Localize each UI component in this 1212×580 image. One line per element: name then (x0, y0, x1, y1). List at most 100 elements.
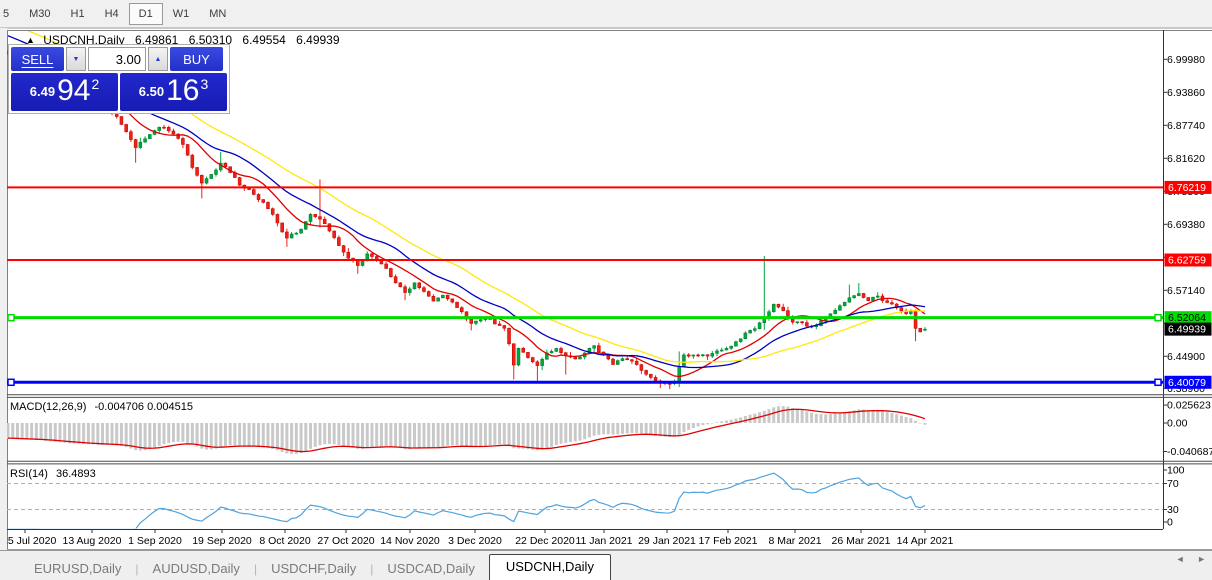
buy-price-small: 6.50 (138, 84, 165, 99)
svg-text:6.44900: 6.44900 (1167, 351, 1205, 363)
volume-down-button[interactable]: ▼ (66, 47, 86, 71)
svg-text:6.76219: 6.76219 (1168, 182, 1206, 194)
svg-text:11 Jan 2021: 11 Jan 2021 (575, 535, 632, 547)
svg-text:17 Feb 2021: 17 Feb 2021 (699, 535, 758, 547)
timeframe-button-5[interactable]: 5 (3, 7, 10, 20)
rsi-pane (7, 472, 1163, 529)
svg-text:-0.040687: -0.040687 (1167, 446, 1212, 458)
svg-text:3 Dec 2020: 3 Dec 2020 (448, 535, 502, 547)
sell-button[interactable]: SELL (11, 47, 64, 71)
svg-text:19 Sep 2020: 19 Sep 2020 (192, 535, 252, 547)
macd-indicator-header: MACD(12,26,9) -0.004706 0.004515 (10, 401, 198, 413)
svg-text:6.93860: 6.93860 (1167, 87, 1205, 99)
current-price-badge: 6.49939 (1164, 322, 1212, 336)
chart-frame (0, 28, 1212, 550)
chart-tab-usdchf[interactable]: USDCHF,Daily (271, 561, 357, 576)
svg-text:100: 100 (1167, 465, 1185, 477)
hline-handle[interactable] (7, 378, 15, 387)
timeframe-button-mn[interactable]: MN (209, 7, 227, 20)
ma-line-20 (7, 35, 926, 369)
macd-pane (7, 406, 927, 454)
tab-separator: | (370, 562, 374, 576)
svg-text:8 Mar 2021: 8 Mar 2021 (768, 535, 821, 547)
svg-text:6.69380: 6.69380 (1167, 219, 1205, 231)
svg-text:1 Sep 2020: 1 Sep 2020 (128, 535, 182, 547)
svg-text:27 Oct 2020: 27 Oct 2020 (317, 535, 374, 547)
ohlc-low: 6.49554 (242, 33, 286, 47)
svg-text:6.99980: 6.99980 (1167, 54, 1205, 66)
collapse-panel-icon[interactable]: ▲ (26, 35, 35, 45)
buy-price-big: 16 (166, 74, 200, 107)
timeframe-button-w1[interactable]: W1 (172, 7, 190, 20)
hline-handle[interactable] (7, 313, 15, 322)
buy-price-box[interactable]: 6.50 16 3 (120, 73, 227, 111)
axis-badge-6.76219: 6.76219 (1164, 180, 1212, 194)
macd-values: -0.004706 0.004515 (94, 401, 193, 413)
chart-tab-audusd[interactable]: AUDUSD,Daily (152, 561, 240, 576)
svg-text:0.025623: 0.025623 (1167, 400, 1211, 412)
svg-text:13 Aug 2020: 13 Aug 2020 (63, 535, 122, 547)
ma-line-10 (7, 44, 926, 378)
svg-text:29 Jan 2021: 29 Jan 2021 (638, 535, 696, 547)
svg-text:6.40079: 6.40079 (1168, 377, 1206, 389)
svg-text:6.81620: 6.81620 (1167, 153, 1205, 165)
hline-handle[interactable] (1154, 313, 1162, 322)
svg-text:6.57140: 6.57140 (1167, 285, 1205, 297)
sell-price-small: 6.49 (29, 84, 56, 99)
svg-text:14 Apr 2021: 14 Apr 2021 (897, 535, 954, 547)
axis-badge-6.40079: 6.40079 (1164, 375, 1212, 389)
rsi-indicator-header: RSI(14) 36.4893 (10, 468, 101, 480)
ohlc-open: 6.49861 (134, 33, 179, 47)
buy-button[interactable]: BUY (170, 47, 223, 71)
rsi-value: 36.4893 (55, 468, 96, 480)
timeframe-button-m30[interactable]: M30 (29, 7, 51, 20)
chart-tab-usdcnh[interactable]: USDCNH,Daily (488, 554, 611, 580)
svg-text:70: 70 (1167, 478, 1179, 490)
timeframe-button-h1[interactable]: H1 (70, 7, 85, 20)
svg-text:25 Jul 2020: 25 Jul 2020 (2, 535, 56, 547)
symbol-label: USDCNH,Daily (43, 33, 125, 47)
svg-text:22 Dec 2020: 22 Dec 2020 (515, 535, 575, 547)
timeframe-button-h4[interactable]: H4 (104, 7, 119, 20)
trade-panel-top-row: SELL ▼ ▲ BUY (11, 47, 227, 71)
svg-text:8 Oct 2020: 8 Oct 2020 (259, 535, 311, 547)
trade-panel-price-row: 6.49 94 2 6.50 16 3 (11, 73, 227, 111)
svg-text:30: 30 (1167, 504, 1179, 516)
chart-tab-usdcad[interactable]: USDCAD,Daily (387, 561, 475, 576)
volume-up-button[interactable]: ▲ (148, 47, 168, 71)
one-click-trade-panel: SELL ▼ ▲ BUY 6.49 94 2 6.50 16 3 (8, 44, 230, 114)
svg-text:0.00: 0.00 (1167, 418, 1188, 430)
sell-price-big: 94 (57, 74, 91, 107)
ohlc-close: 6.49939 (296, 33, 340, 47)
volume-input[interactable] (88, 47, 146, 71)
svg-text:6.87740: 6.87740 (1167, 120, 1205, 132)
tab-scroll-right-icon[interactable]: ► (1197, 554, 1206, 564)
chart-tab-bar: EURUSD,Daily | AUDUSD,Daily | USDCHF,Daily | U… (0, 550, 1212, 580)
tab-scroll-left-icon[interactable]: ◄ (1175, 554, 1185, 564)
date-axis: 25 Jul 2020 13 Aug 2020 1 Sep 2020 19 Sep 2… (2, 529, 953, 547)
chart-tab-eurusd[interactable]: EURUSD,Daily (34, 561, 122, 576)
tab-separator: | (253, 562, 258, 576)
rsi-label: RSI(14) (10, 468, 48, 480)
ohlc-high: 6.50310 (188, 33, 233, 47)
axis-badge-6.62759: 6.62759 (1164, 253, 1212, 267)
macd-label: MACD(12,26,9) (10, 401, 87, 413)
svg-text:6.62759: 6.62759 (1168, 254, 1206, 266)
timeframe-toolbar: 5 M30 H1 H4 D1 W1 MN (0, 0, 1212, 28)
tab-separator: | (135, 562, 139, 576)
svg-text:6.52064: 6.52064 (1168, 312, 1206, 324)
chart-title: ▲ USDCNH,Daily 6.49861 6.50310 6.49554 6… (26, 33, 347, 47)
svg-text:26 Mar 2021: 26 Mar 2021 (832, 535, 891, 547)
window-left-edge (0, 28, 7, 550)
svg-text:0: 0 (1167, 517, 1173, 529)
sell-price-sup: 2 (91, 76, 100, 92)
tab-scroll-arrows: ◄ ► (1166, 554, 1206, 564)
svg-text:14 Nov 2020: 14 Nov 2020 (380, 535, 440, 547)
timeframe-button-d1[interactable]: D1 (128, 2, 163, 25)
axis-badge-6.52064: 6.52064 (1164, 311, 1212, 325)
price-axis: 6.999806.938606.877406.816206.755006.693… (1163, 54, 1205, 395)
hline-handle[interactable] (1154, 378, 1162, 387)
sell-price-box[interactable]: 6.49 94 2 (11, 73, 118, 111)
